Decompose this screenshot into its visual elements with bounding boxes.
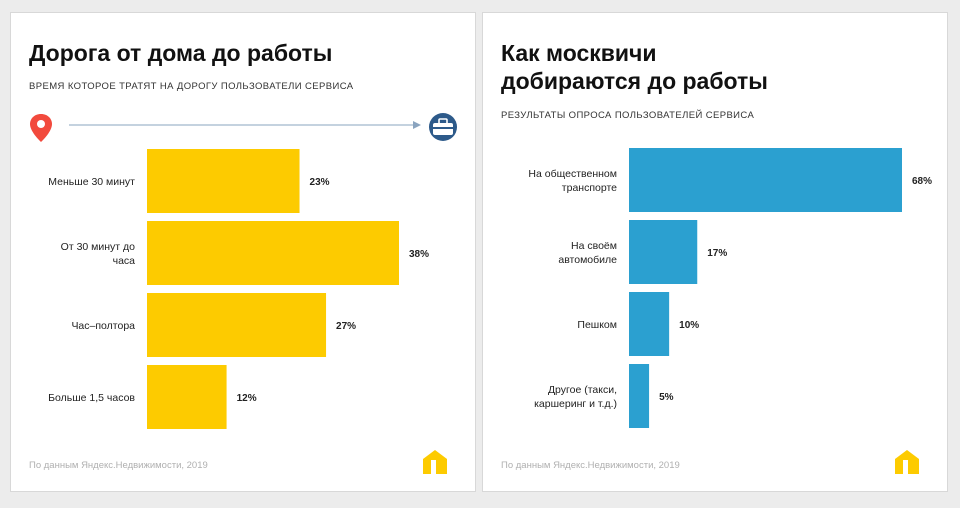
bar — [147, 293, 327, 357]
yandex-realty-logo-icon — [895, 450, 919, 474]
map-pin-icon — [30, 114, 52, 142]
bar-chart-commute-time: Меньше 30 минут 23% От 30 минут до часа 38% Ч… — [48, 149, 429, 429]
bar — [629, 148, 902, 212]
bar-group: На общественном транспорте 68% — [528, 148, 932, 212]
source-note: По данным Яндекс.Недвижимости, 2019 — [501, 460, 680, 471]
chart-card-commute-mode: Как москвичи добираются до работы Резуль… — [482, 12, 948, 492]
bar-group: Больше 1,5 часов 12% — [48, 365, 257, 429]
value-label: 23% — [310, 177, 330, 188]
bar — [629, 220, 698, 284]
value-label: 12% — [237, 393, 257, 404]
value-label: 10% — [679, 320, 699, 331]
bar-group: Пешком 10% — [577, 292, 699, 356]
category-label: На своём автомобиле — [558, 240, 617, 266]
category-label: Другое (такси, каршеринг и т.д.) — [534, 384, 617, 410]
bar — [629, 292, 670, 356]
value-label: 68% — [912, 176, 932, 187]
chart-title: Дорога от дома до работы — [29, 40, 333, 66]
chart-title: Как москвичи добираются до работы — [501, 40, 768, 94]
route-line — [30, 113, 457, 142]
category-label: От 30 минут до часа — [61, 241, 135, 267]
category-label: Пешком — [577, 319, 617, 331]
chart-subtitle: Время которое тратят на дорогу пользоват… — [29, 81, 354, 92]
bar — [147, 221, 399, 285]
bar — [147, 365, 227, 429]
category-label: Час–полтора — [71, 320, 135, 332]
chart-card-commute-time: Дорога от дома до работы Время которое т… — [10, 12, 476, 492]
yandex-realty-logo-icon — [423, 450, 447, 474]
bar — [629, 364, 650, 428]
category-label: Больше 1,5 часов — [48, 392, 135, 404]
value-label: 38% — [409, 249, 429, 260]
bar-group: От 30 минут до часа 38% — [61, 221, 429, 285]
value-label: 17% — [707, 248, 727, 259]
value-label: 5% — [659, 392, 674, 403]
category-label: Меньше 30 минут — [48, 176, 135, 188]
bar-group: Меньше 30 минут 23% — [48, 149, 330, 213]
briefcase-icon — [429, 113, 457, 141]
bar-group: На своём автомобиле 17% — [558, 220, 727, 284]
chart-subtitle: Результаты опроса пользователей сервиса — [501, 110, 755, 121]
source-note: По данным Яндекс.Недвижимости, 2019 — [29, 460, 208, 471]
category-label: На общественном транспорте — [528, 168, 617, 194]
bar-group: Другое (такси, каршеринг и т.д.) 5% — [534, 364, 674, 428]
bar-chart-commute-mode: На общественном транспорте 68% На своём авто… — [528, 148, 932, 428]
bar — [147, 149, 300, 213]
value-label: 27% — [336, 321, 356, 332]
bar-group: Час–полтора 27% — [71, 293, 356, 357]
